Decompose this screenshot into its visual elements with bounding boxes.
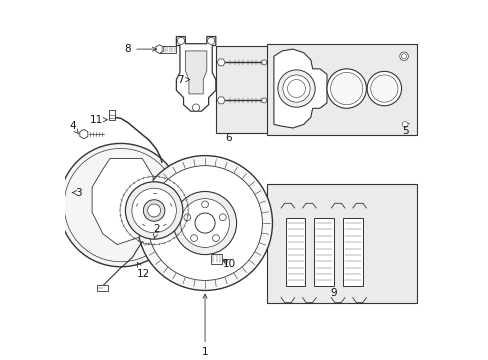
Polygon shape [217,97,224,104]
Circle shape [402,122,407,127]
Circle shape [261,98,266,103]
Circle shape [282,75,309,102]
Text: 1: 1 [202,294,208,357]
Circle shape [261,60,266,65]
Bar [266,184,416,303]
Text: 3: 3 [72,188,82,198]
Circle shape [277,70,314,107]
Bar [343,218,362,286]
Bar [266,44,416,135]
Polygon shape [217,59,224,66]
Bar [109,110,115,120]
Circle shape [207,37,214,44]
Circle shape [326,69,366,108]
Text: 10: 10 [223,259,236,269]
Text: 2: 2 [153,225,160,238]
Circle shape [132,188,176,233]
Circle shape [180,199,229,247]
Circle shape [183,214,190,221]
Circle shape [195,213,215,233]
Text: 11: 11 [90,115,107,125]
Circle shape [399,52,407,60]
Circle shape [212,235,219,242]
Bar [285,218,305,286]
Text: 6: 6 [224,133,231,143]
Polygon shape [92,158,153,244]
Text: 9: 9 [330,288,337,298]
Bar [215,45,273,134]
Bar [211,254,222,264]
Circle shape [173,192,236,255]
Text: 12: 12 [137,262,150,279]
Circle shape [177,37,184,44]
Polygon shape [80,130,88,139]
Polygon shape [176,37,215,111]
Circle shape [190,235,197,242]
Circle shape [59,143,182,267]
Circle shape [192,104,199,111]
Text: 8: 8 [124,44,156,54]
Circle shape [125,182,183,239]
Circle shape [330,72,362,105]
Bar [160,45,176,53]
Polygon shape [156,45,163,53]
Bar [314,218,333,286]
Text: 4: 4 [69,121,79,134]
Bar [97,285,107,291]
Text: 7: 7 [176,75,189,85]
Polygon shape [273,49,326,128]
Circle shape [143,200,164,221]
Circle shape [401,54,406,59]
Circle shape [201,201,208,208]
Polygon shape [185,51,206,94]
Circle shape [137,156,272,291]
Circle shape [147,166,262,280]
Text: 5: 5 [402,126,408,135]
Circle shape [219,214,226,221]
Circle shape [366,71,401,106]
Circle shape [370,75,397,102]
Circle shape [64,148,177,262]
Circle shape [147,204,160,217]
